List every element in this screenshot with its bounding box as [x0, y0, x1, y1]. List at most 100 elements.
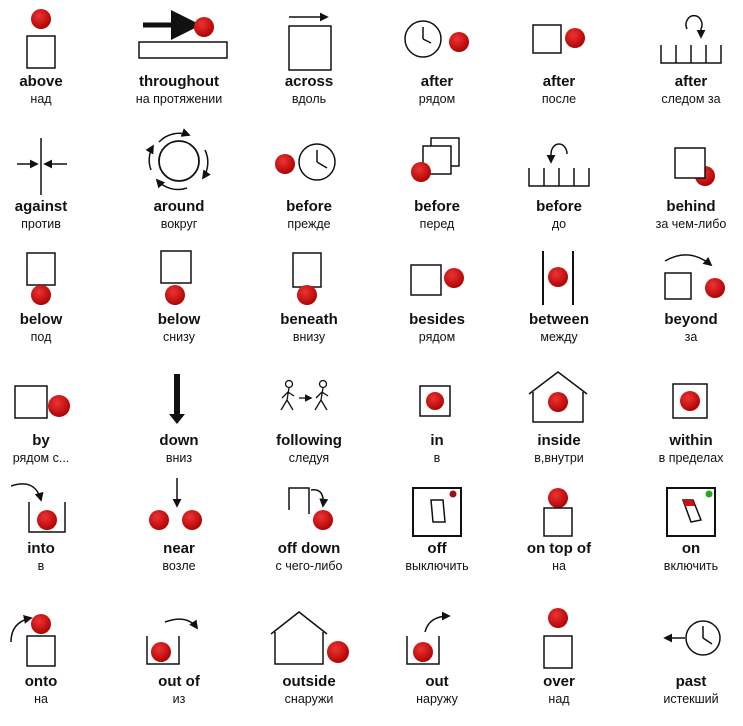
arrow-over-slots-icon: [660, 14, 722, 64]
card-throughout: throughout на протяжении: [117, 5, 241, 125]
arrow-out-of-container-icon: [146, 618, 199, 665]
ball-within-box-icon: [672, 383, 708, 419]
card-beyond: beyond за: [629, 243, 743, 363]
label-en: within: [669, 432, 713, 449]
switch-off-icon: [412, 487, 462, 537]
label-ru: между: [540, 330, 578, 344]
label-ru: вдоль: [291, 92, 327, 106]
label-en: besides: [409, 311, 465, 328]
label-en: out of: [158, 673, 200, 690]
label-ru: рядом с...: [12, 451, 70, 465]
label-ru: из: [172, 692, 186, 706]
ball-beside-box-icon: [410, 264, 464, 296]
ball-inside-house-icon: [528, 371, 588, 423]
label-ru: на протяжении: [135, 92, 223, 106]
label-ru: рядом: [418, 330, 456, 344]
circle-with-arrows-icon: [145, 128, 211, 191]
ball-above-box-icon: [26, 9, 56, 69]
label-ru: на: [34, 692, 48, 706]
label-ru: перед: [419, 217, 455, 231]
label-en: between: [528, 311, 589, 328]
label-en: out: [425, 673, 449, 690]
card-off: off выключить: [375, 474, 499, 594]
card-following: following следуя: [247, 370, 371, 490]
label-en: outside: [282, 673, 336, 690]
card-after-2: after после: [497, 5, 621, 125]
walkers-following-icon: [280, 379, 329, 411]
card-into: into в: [0, 474, 103, 594]
label-ru: выключить: [405, 559, 469, 573]
card-past: past истекший: [629, 606, 743, 726]
arrow-out-container-icon: [406, 611, 451, 665]
label-en: beneath: [280, 311, 338, 328]
ball-between-lines-icon: [542, 251, 574, 305]
card-down: down вниз: [117, 370, 241, 490]
label-en: before: [414, 198, 460, 215]
label-en: over: [543, 673, 575, 690]
card-near: near возле: [117, 474, 241, 594]
label-ru: истекший: [663, 692, 719, 706]
card-against: against против: [0, 130, 103, 250]
card-beneath: beneath внизу: [247, 243, 371, 363]
card-before-2: before перед: [375, 130, 499, 250]
arrow-beyond-box-icon: [664, 254, 725, 300]
ball-on-top-box-icon: [543, 488, 573, 537]
arrows-against-line-icon: [17, 138, 67, 195]
label-en: past: [675, 673, 707, 690]
label-ru: в: [37, 559, 45, 573]
label-en: after: [542, 73, 576, 90]
label-ru: в пределах: [658, 451, 724, 465]
label-ru: за чем-либо: [655, 217, 727, 231]
arrow-onto-box-icon: [10, 614, 56, 667]
label-en: before: [536, 198, 582, 215]
label-ru: прежде: [287, 217, 331, 231]
card-within: within в пределах: [629, 370, 743, 490]
card-in: in в: [375, 370, 499, 490]
card-behind: behind за чем-либо: [629, 130, 743, 250]
label-ru: внизу: [292, 330, 326, 344]
label-ru: над: [548, 692, 570, 706]
card-across: across вдоль: [247, 5, 371, 125]
arrow-past-clock-icon: [663, 620, 721, 656]
label-ru: против: [21, 217, 61, 231]
card-off-down: off down с чего-либо: [247, 474, 371, 594]
label-ru: вниз: [165, 451, 193, 465]
label-en: following: [276, 432, 342, 449]
label-ru: наружу: [416, 692, 458, 706]
ball-outside-house-icon: [270, 611, 349, 665]
card-onto: onto на: [0, 606, 103, 726]
label-ru: возле: [162, 559, 196, 573]
label-ru: с чего-либо: [275, 559, 343, 573]
ball-beneath-box-icon: [292, 252, 322, 305]
card-between: between между: [497, 243, 621, 363]
label-ru: рядом: [418, 92, 456, 106]
ball-then-clock-icon: [275, 143, 336, 181]
label-ru: за: [684, 330, 698, 344]
label-ru: под: [30, 330, 52, 344]
label-en: below: [157, 311, 201, 328]
label-en: beyond: [664, 311, 718, 328]
label-ru: в,внутри: [534, 451, 584, 465]
ball-in-box-icon: [419, 385, 451, 417]
two-balls-near-icon: [149, 478, 202, 530]
label-en: by: [32, 432, 50, 449]
label-ru: следом за: [661, 92, 721, 106]
label-ru: над: [30, 92, 52, 106]
arrow-off-down-icon: [288, 487, 333, 530]
label-ru: вокруг: [160, 217, 198, 231]
label-en: behind: [666, 198, 716, 215]
label-en: on: [681, 540, 701, 557]
card-over: over над: [497, 606, 621, 726]
label-en: across: [284, 73, 334, 90]
card-below-2: below снизу: [117, 243, 241, 363]
ball-before-stacked-boxes-icon: [411, 137, 460, 182]
label-en: around: [153, 198, 205, 215]
label-en: throughout: [139, 73, 219, 90]
card-on: on включить: [629, 474, 743, 594]
label-en: against: [14, 198, 68, 215]
arrow-across-box-icon: [288, 12, 332, 71]
card-out-of: out of из: [117, 606, 241, 726]
label-en: onto: [24, 673, 58, 690]
card-above: above над: [0, 5, 103, 125]
